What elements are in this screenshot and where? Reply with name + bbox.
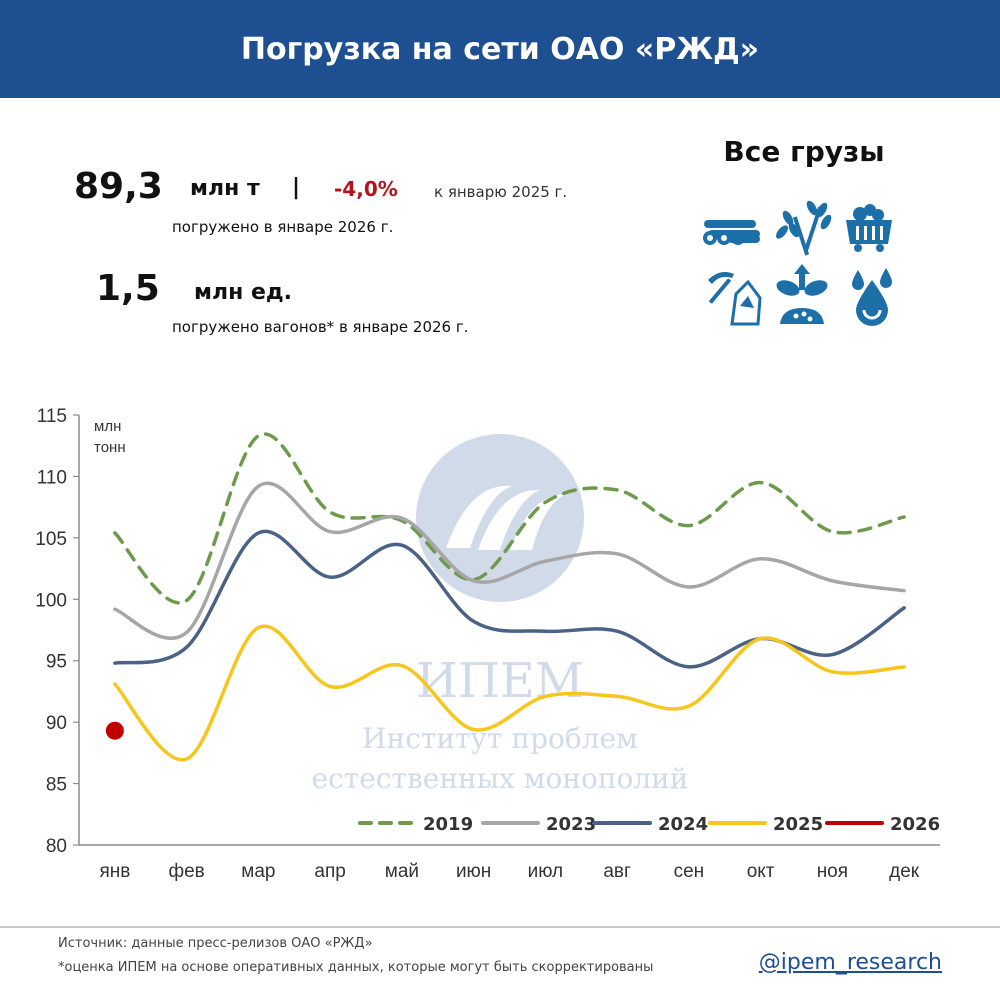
- y-axis-label: тонн: [94, 439, 126, 456]
- wagons-caption: погружено вагонов* в январе 2026 г.: [172, 318, 469, 336]
- grain-icon: [776, 200, 832, 256]
- x-tick-label: июл: [528, 861, 564, 882]
- watermark: ИПЕМ Институт проблем естественных моноп…: [312, 434, 689, 795]
- legend-label-2026: 2026: [890, 814, 940, 835]
- x-tick-label: окт: [747, 861, 775, 882]
- watermark-logo-mark: [446, 485, 566, 550]
- cargo-title: Все грузы: [723, 135, 885, 168]
- legend-label-2025: 2025: [773, 814, 823, 835]
- y-tick-label: 105: [35, 529, 67, 550]
- footer-note: *оценка ИПЕМ на основе оперативных данны…: [58, 960, 654, 975]
- legend-label-2019: 2019: [423, 814, 473, 835]
- x-tick-label: апр: [314, 861, 345, 882]
- change-percent: -4,0%: [334, 177, 398, 201]
- x-tick-label: фев: [168, 861, 204, 882]
- y-tick-label: 85: [46, 775, 67, 796]
- watermark-line2: естественных монополий: [312, 762, 689, 795]
- x-tick-label: сен: [674, 861, 705, 882]
- series-group: [105, 432, 906, 762]
- y-tick-label: 115: [37, 406, 67, 427]
- tonnage-caption: погружено в январе 2026 г.: [172, 218, 394, 236]
- x-tick-label: июн: [456, 861, 491, 882]
- y-tick-label: 95: [46, 652, 67, 673]
- series-2025: [113, 624, 906, 762]
- watermark-name: ИПЕМ: [416, 653, 584, 709]
- wagons-unit: млн ед.: [194, 280, 293, 305]
- header-banner: Погрузка на сети ОАО «РЖД»: [0, 0, 1000, 98]
- stat-separator: |: [292, 175, 301, 200]
- x-tick-label: мар: [241, 861, 275, 882]
- legend-label-2024: 2024: [658, 814, 708, 835]
- x-tick-label: ноя: [817, 861, 848, 882]
- x-tick-label: авг: [603, 861, 631, 882]
- fertilizer-plant-icon: [776, 264, 828, 324]
- page-title: Погрузка на сети ОАО «РЖД»: [240, 31, 760, 67]
- legend: 2019 2023 2024 2025 2026: [358, 814, 940, 835]
- series-2026: [105, 721, 124, 740]
- coal-cart-icon: [846, 204, 892, 252]
- ore-mining-icon: [708, 272, 762, 326]
- watermark-logo-icon: [416, 434, 584, 602]
- series-line-2025: [113, 624, 906, 762]
- legend-label-2023: 2023: [546, 814, 596, 835]
- wagons-value: 1,5: [96, 268, 160, 309]
- change-note: к январю 2025 г.: [434, 183, 568, 201]
- footer-divider: [0, 926, 1000, 928]
- axes: 80 85 90 95 100 105 110 115 янв фев мар апр май июн ию…: [35, 406, 940, 882]
- oil-drops-icon: [852, 268, 892, 326]
- data-point-2026: [105, 721, 124, 740]
- x-tick-label: янв: [99, 861, 130, 882]
- y-tick-label: 80: [46, 836, 67, 857]
- y-tick-label: 90: [46, 713, 67, 734]
- tonnage-value: 89,3: [74, 166, 163, 207]
- watermark-line1: Институт проблем: [362, 722, 638, 755]
- loading-chart: ИПЕМ Институт проблем естественных моноп…: [35, 406, 940, 882]
- social-handle-link[interactable]: @ipem_research: [758, 950, 942, 975]
- tonnage-unit: млн т: [190, 176, 260, 201]
- y-tick-label: 110: [37, 467, 67, 488]
- y-tick-label: 100: [35, 590, 67, 611]
- y-axis-label: млн: [94, 418, 121, 435]
- series-2023: [113, 481, 906, 641]
- series-line-2023: [113, 481, 906, 641]
- x-tick-label: дек: [889, 861, 920, 882]
- timber-icon: [703, 220, 760, 245]
- cargo-icons: [703, 200, 892, 326]
- x-tick-label: май: [385, 861, 419, 882]
- footer-source: Источник: данные пресс-релизов ОАО «РЖД»: [58, 936, 373, 951]
